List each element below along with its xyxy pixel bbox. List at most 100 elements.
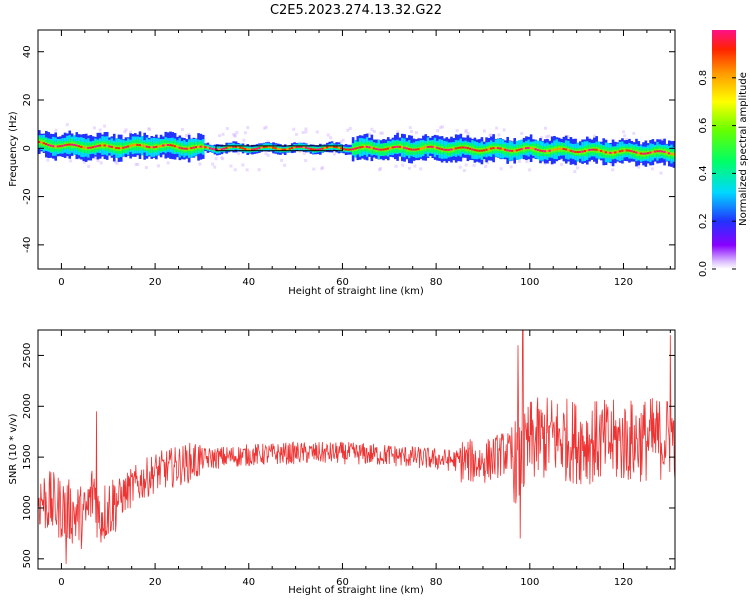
spectrogram-peak-cell: [361, 145, 364, 148]
spectrogram-peak-cell: [468, 147, 472, 150]
spectrogram-haze-cell: [82, 160, 86, 164]
spectrogram-haze-cell: [560, 163, 564, 167]
spectrogram-peak-cell: [126, 145, 130, 148]
spectrogram-peak-cell: [169, 144, 172, 147]
colorbar: 0.0 0.2 0.4 0.6 0.8 Normalized spectral ampl…: [698, 30, 749, 277]
spectrogram-peak-cell: [445, 148, 449, 151]
spectrogram-haze-cell: [472, 163, 476, 167]
spectrogram-peak-cell: [546, 150, 549, 153]
spectrogram-peak-cell: [499, 147, 502, 150]
spectrogram-haze-cell: [54, 128, 58, 132]
spectrogram-haze-cell: [593, 134, 597, 138]
spectrogram-peak-cell: [553, 148, 556, 151]
spectrogram-peak-cell: [187, 147, 191, 150]
snr-xtick-label: 80: [430, 577, 443, 588]
spectrogram-peak-cell: [375, 148, 378, 151]
spectrogram-peak-cell: [103, 144, 107, 147]
spectrogram-peak-cell: [564, 148, 568, 151]
spectrogram-peak-cell: [232, 145, 235, 148]
spectrogram-peak-cell: [122, 146, 125, 149]
snr-frame: [37, 329, 676, 570]
spectrogram-xlabel: Height of straight line (km): [288, 286, 424, 297]
spectrogram-peak-cell: [326, 146, 329, 149]
spectrogram-peak-cell: [237, 146, 240, 149]
spectrogram-peak-cell: [431, 145, 435, 148]
spectrogram-peak-cell: [515, 149, 519, 152]
spectrogram-peak-cell: [70, 143, 74, 146]
spectrogram-haze-cell: [147, 127, 151, 131]
snr-ylabel: SNR (10 * v/v): [8, 413, 19, 484]
spectrogram-peak-cell: [639, 152, 643, 155]
spectrogram-peak-cell: [393, 145, 397, 148]
spectrogram-haze-cell: [65, 123, 69, 127]
spectrogram-peak-cell: [230, 146, 233, 149]
snr-ytick-label: 500: [22, 549, 33, 568]
spectrogram-haze-cell: [482, 129, 486, 133]
spectrogram-peak-cell: [183, 147, 186, 150]
spectrogram-peak-cell: [309, 147, 313, 150]
spectrogram-haze-cell: [103, 124, 107, 128]
figure-title: C2E5.2023.274.13.32.G22: [270, 3, 442, 18]
spectrogram-peak-cell: [492, 147, 495, 150]
spectrogram-peak-cell: [274, 147, 278, 150]
spectrogram-peak-cell: [286, 148, 289, 151]
spectrogram-haze-cell: [379, 131, 383, 135]
spectrogram-peak-cell: [87, 146, 90, 149]
spectrogram-peak-cell: [504, 148, 507, 151]
spectrogram-haze-cell: [98, 128, 102, 132]
spectrogram-peak-cell: [297, 145, 301, 148]
spectrogram-peak-cell: [279, 148, 282, 151]
spectrogram-haze-cell: [242, 138, 246, 142]
spectrogram-peak-cell: [522, 147, 526, 150]
spectrogram-haze-cell: [394, 164, 398, 168]
spectrogram-haze-cell: [264, 125, 268, 129]
spectrogram-peak-cell: [244, 147, 247, 150]
spectrogram-peak-cell: [578, 150, 582, 153]
spectrogram-haze-cell: [547, 134, 551, 138]
spectrogram-peak-cell: [176, 145, 179, 148]
spectrogram-peak-cell: [391, 146, 395, 149]
spectrogram-peak-cell: [534, 148, 538, 151]
spectrogram-peak-cell: [450, 148, 453, 151]
spectrogram-peak-cell: [155, 145, 158, 148]
spectrogram-peak-cell: [527, 146, 531, 149]
spectrogram-haze-cell: [659, 171, 663, 175]
spectrogram-haze-cell: [520, 131, 524, 135]
spectrogram-peak-cell: [262, 145, 266, 148]
spectrogram-peak-cell: [173, 145, 177, 148]
spectrogram-peak-cell: [494, 146, 498, 149]
spectrogram-haze-cell: [543, 126, 547, 130]
spectrogram-peak-cell: [646, 152, 650, 155]
spectrogram-peak-cell: [319, 148, 322, 151]
spectrogram-xtick-label: 120: [614, 277, 633, 288]
spectrogram-haze-cell: [622, 130, 626, 134]
spectrogram-haze-cell: [136, 162, 140, 166]
spectrogram-haze-cell: [96, 159, 100, 163]
spectrogram-peak-cell: [267, 145, 271, 148]
spectrogram-peak-cell: [550, 149, 554, 152]
spectrogram-peak-cell: [466, 147, 470, 150]
spectrogram-haze-cell: [378, 168, 382, 172]
spectrogram-haze-cell: [455, 129, 459, 133]
spectrogram-haze-cell: [380, 131, 384, 135]
spectrogram-peak-cell: [293, 146, 296, 149]
spectrogram-frame: [37, 29, 676, 270]
spectrogram-peak-cell: [129, 144, 132, 147]
spectrogram-haze-cell: [517, 159, 521, 163]
spectrogram-haze-cell: [396, 130, 400, 134]
spectrogram-peak-cell: [459, 146, 463, 149]
spectrogram-peak-cell: [548, 149, 552, 152]
spectrogram-peak-cell: [457, 146, 460, 149]
spectrogram-peak-cell: [159, 144, 163, 147]
spectrogram-peak-cell: [471, 148, 474, 151]
spectrogram-peak-cell: [569, 149, 573, 152]
spectrogram-ytick-label: -40: [22, 237, 33, 253]
spectrogram-peak-cell: [42, 142, 46, 145]
spectrogram-peak-cell: [618, 150, 622, 153]
spectrogram-haze-cell: [566, 134, 570, 138]
spectrogram-peak-cell: [370, 146, 374, 149]
spectrogram-peak-cell: [590, 148, 594, 151]
spectrogram-peak-cell: [152, 146, 156, 149]
spectrogram-data: [38, 123, 675, 175]
spectrogram-haze-cell: [225, 127, 229, 131]
